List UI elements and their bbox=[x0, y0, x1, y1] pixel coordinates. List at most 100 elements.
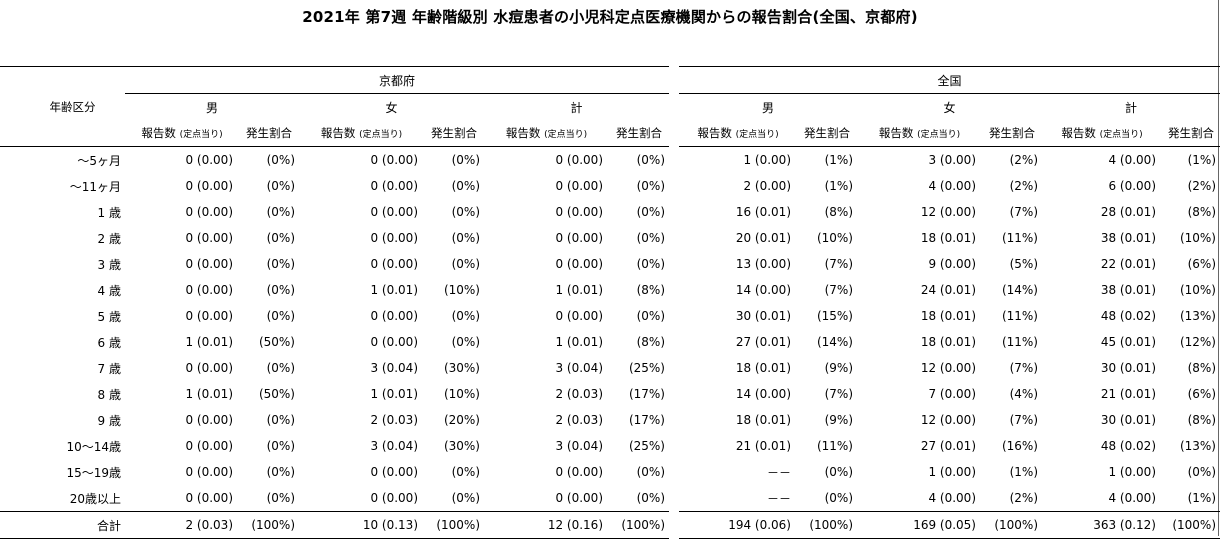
ratio-cell: (0%) bbox=[636, 309, 665, 323]
age-group-header: 年齢区分 bbox=[0, 66, 125, 147]
ratio-cell: (0%) bbox=[636, 465, 665, 479]
ratio-cell: (2%) bbox=[1187, 179, 1216, 193]
ratio-cell: (100%) bbox=[239, 511, 299, 539]
report-count-cell: 1 (0.01) bbox=[555, 283, 603, 297]
report-count-cell: 30 (0.01) bbox=[1100, 361, 1156, 375]
ratio-cell: (100%) bbox=[1162, 511, 1220, 539]
table-row: 15～19歳 0 (0.00) (0%) 0 (0.00) (0%) 0 (0.00) (0… bbox=[0, 459, 1220, 485]
report-count-cell: 2 (0.03) bbox=[125, 511, 239, 539]
report-count-cell: 194 (0.06) bbox=[679, 511, 797, 539]
ratio-cell: (50%) bbox=[258, 387, 295, 401]
report-count-cell: 169 (0.05) bbox=[857, 511, 982, 539]
ratio-cell: (50%) bbox=[258, 335, 295, 349]
ratio-cell: (0%) bbox=[451, 205, 480, 219]
report-count-cell: 3 (0.04) bbox=[555, 439, 603, 453]
report-count-cell: 1 (0.01) bbox=[185, 335, 233, 349]
age-group-label: ～11ヶ月 bbox=[69, 179, 121, 194]
ratio-cell: (10%) bbox=[1179, 283, 1216, 297]
report-count-cell: 0 (0.00) bbox=[370, 205, 418, 219]
ratio-cell: (100%) bbox=[424, 511, 484, 539]
region-kyoto-header: 京都府 bbox=[125, 66, 669, 94]
ratio-cell: (0%) bbox=[266, 439, 295, 453]
report-count-cell: 4 (0.00) bbox=[928, 491, 976, 505]
report-count-cell: 0 (0.00) bbox=[185, 179, 233, 193]
report-count-cell: 4 (0.00) bbox=[1108, 491, 1156, 505]
report-count-cell: 2 (0.00) bbox=[743, 179, 791, 193]
table-row: 5 歳 0 (0.00) (0%) 0 (0.00) (0%) 0 (0.00) (0%) 3… bbox=[0, 303, 1220, 329]
per-site-label: (定点当り) bbox=[544, 130, 588, 140]
page-title: 2021年 第7週 年齢階級別 水痘患者の小児科定点医療機関からの報告割合(全国… bbox=[302, 8, 918, 26]
report-count-cell: 9 (0.00) bbox=[928, 257, 976, 271]
kyoto-male-report-count-header: 報告数 (定点当り) bbox=[125, 120, 239, 147]
kyoto-male-header: 男 bbox=[205, 100, 218, 115]
report-count-cell: 20 (0.01) bbox=[735, 231, 791, 245]
report-count-label: 報告数 bbox=[141, 126, 176, 140]
ratio-cell: (8%) bbox=[1187, 413, 1216, 427]
report-count-cell: 0 (0.00) bbox=[185, 361, 233, 375]
ratio-cell: (30%) bbox=[443, 361, 480, 375]
report-count-cell: 45 (0.01) bbox=[1100, 335, 1156, 349]
report-count-cell: 1 (0.00) bbox=[1108, 465, 1156, 479]
report-count-cell: 0 (0.00) bbox=[185, 283, 233, 297]
ratio-cell: (8%) bbox=[824, 205, 853, 219]
ratio-cell: (100%) bbox=[982, 511, 1042, 539]
report-count-cell: 0 (0.00) bbox=[185, 205, 233, 219]
report-count-label: 報告数 bbox=[1061, 126, 1096, 140]
kyoto-male-ratio-header: 発生割合 bbox=[239, 120, 299, 147]
ratio-cell: (14%) bbox=[1001, 283, 1038, 297]
ratio-cell: (1%) bbox=[1187, 491, 1216, 505]
national-male-report-count-header: 報告数 (定点当り) bbox=[679, 120, 797, 147]
kyoto-female-header: 女 bbox=[385, 100, 398, 115]
ratio-cell: (2%) bbox=[1009, 153, 1038, 167]
ratio-cell: (0%) bbox=[266, 257, 295, 271]
ratio-cell: (0%) bbox=[266, 491, 295, 505]
ratio-cell: (30%) bbox=[443, 439, 480, 453]
report-count-cell: 0 (0.00) bbox=[555, 257, 603, 271]
report-count-cell: 0 (0.00) bbox=[370, 179, 418, 193]
report-count-cell: 48 (0.02) bbox=[1100, 439, 1156, 453]
per-site-label: (定点当り) bbox=[359, 130, 403, 140]
ratio-cell: (8%) bbox=[636, 335, 665, 349]
ratio-cell: (17%) bbox=[628, 387, 665, 401]
ratio-cell: (0%) bbox=[451, 335, 480, 349]
ratio-cell: (1%) bbox=[824, 179, 853, 193]
national-total-header: 計 bbox=[1124, 100, 1137, 115]
report-table: 年齢区分 京都府 全国 男 女 計 男 女 計 報告数 (定点当り) 発生割合 報告… bbox=[0, 66, 1220, 539]
report-count-cell: 38 (0.01) bbox=[1100, 283, 1156, 297]
report-count-cell: 2 (0.03) bbox=[370, 413, 418, 427]
report-count-cell: 7 (0.00) bbox=[928, 387, 976, 401]
report-count-cell: 38 (0.01) bbox=[1100, 231, 1156, 245]
report-count-cell: 13 (0.00) bbox=[735, 257, 791, 271]
ratio-cell: (13%) bbox=[1179, 309, 1216, 323]
age-group-label: 15～19歳 bbox=[66, 465, 121, 480]
report-count-cell: 1 (0.01) bbox=[370, 387, 418, 401]
ratio-cell: (13%) bbox=[1179, 439, 1216, 453]
ratio-cell: (0%) bbox=[451, 257, 480, 271]
ratio-cell: (9%) bbox=[824, 361, 853, 375]
ratio-cell: (8%) bbox=[1187, 205, 1216, 219]
ratio-cell: (0%) bbox=[451, 465, 480, 479]
ratio-cell: (11%) bbox=[1001, 309, 1038, 323]
ratio-cell: (1%) bbox=[1187, 153, 1216, 167]
ratio-cell: (6%) bbox=[1187, 387, 1216, 401]
age-group-label: 7 歳 bbox=[97, 361, 121, 376]
table-row: 20歳以上 0 (0.00) (0%) 0 (0.00) (0%) 0 (0.00) (0%… bbox=[0, 485, 1220, 512]
report-count-cell: 28 (0.01) bbox=[1100, 205, 1156, 219]
report-count-cell: 18 (0.01) bbox=[920, 231, 976, 245]
ratio-cell: (0%) bbox=[451, 231, 480, 245]
report-count-cell: 0 (0.00) bbox=[555, 465, 603, 479]
report-count-cell: 0 (0.00) bbox=[185, 413, 233, 427]
ratio-cell: (7%) bbox=[824, 387, 853, 401]
table-row: ～11ヶ月 0 (0.00) (0%) 0 (0.00) (0%) 0 (0.00) (0%… bbox=[0, 173, 1220, 199]
report-count-cell: 1 (0.00) bbox=[743, 153, 791, 167]
ratio-cell: (1%) bbox=[1009, 465, 1038, 479]
report-count-cell: 12 (0.00) bbox=[920, 413, 976, 427]
report-count-cell: 18 (0.01) bbox=[735, 361, 791, 375]
report-count-cell: 0 (0.00) bbox=[185, 257, 233, 271]
ratio-cell: (0%) bbox=[451, 179, 480, 193]
report-count-label: 報告数 bbox=[320, 126, 356, 140]
ratio-cell: (2%) bbox=[1009, 179, 1038, 193]
ratio-cell: (25%) bbox=[628, 439, 665, 453]
ratio-cell: (17%) bbox=[628, 413, 665, 427]
ratio-cell: (16%) bbox=[1001, 439, 1038, 453]
